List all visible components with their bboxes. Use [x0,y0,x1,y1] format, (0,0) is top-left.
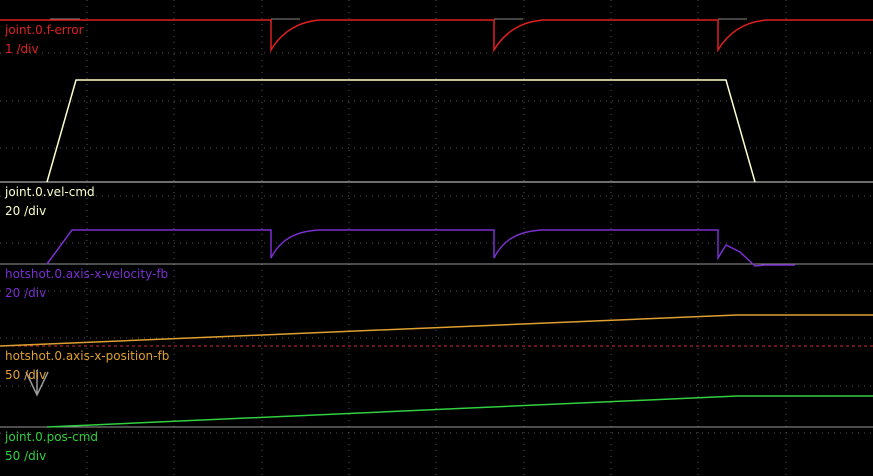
channel-scale: 50 /div [5,449,46,463]
channel-name: joint.0.vel-cmd [4,185,95,199]
trace-velocity-fb [46,229,795,267]
channel-scale: 1 /div [5,42,39,56]
trace-vel-cmd [46,79,756,183]
channel-name: hotshot.0.axis-x-velocity-fb [5,267,168,281]
channel-name: joint.0.pos-cmd [4,430,98,444]
channel-name: hotshot.0.axis-x-position-fb [5,349,169,363]
channel-scale: 50 /div [5,368,46,382]
trigger-marker [25,370,49,397]
channel-scale: 20 /div [5,204,46,218]
channel-name: joint.0.f-error [4,23,84,37]
trace-f-error [0,19,873,53]
trace-pos-cmd [46,395,873,428]
channel-scale: 20 /div [5,286,46,300]
trace-position-fb [0,314,873,347]
